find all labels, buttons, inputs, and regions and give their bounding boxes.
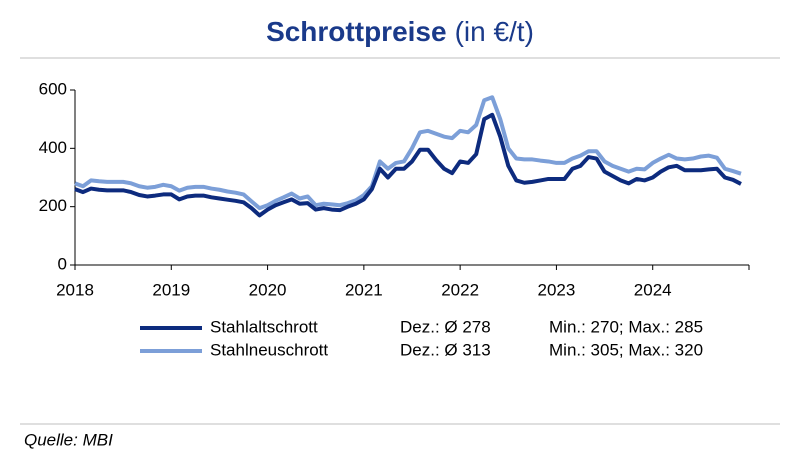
series-line xyxy=(74,112,742,218)
x-tick-label: 2020 xyxy=(249,280,287,299)
x-tick-label: 2024 xyxy=(634,280,672,299)
legend-note: Min.: 270; Max.: 285 xyxy=(549,317,703,336)
x-tick-label: 2023 xyxy=(538,280,576,299)
chart-title-unit: (in €/t) xyxy=(455,16,534,47)
legend-note: Dez.: Ø 313 xyxy=(400,340,491,359)
legend-note: Dez.: Ø 278 xyxy=(400,317,491,336)
x-tick-label: 2018 xyxy=(56,280,94,299)
series-line xyxy=(74,95,742,211)
legend-label: Stahlneuschrott xyxy=(210,340,328,359)
y-tick-label: 0 xyxy=(58,254,67,273)
chart-title: Schrottpreise xyxy=(266,16,447,47)
chart-title-group: Schrottpreise (in €/t) xyxy=(266,16,534,47)
x-tick-label: 2019 xyxy=(152,280,190,299)
source: Quelle: MBI xyxy=(24,430,113,449)
y-tick-label: 600 xyxy=(39,79,67,98)
legend-label: Stahlaltschrott xyxy=(210,317,318,336)
legend-note: Min.: 305; Max.: 320 xyxy=(549,340,703,359)
y-tick-label: 400 xyxy=(39,138,67,157)
x-tick-label: 2021 xyxy=(345,280,383,299)
x-tick-label: 2022 xyxy=(441,280,479,299)
y-tick-label: 200 xyxy=(39,196,67,215)
